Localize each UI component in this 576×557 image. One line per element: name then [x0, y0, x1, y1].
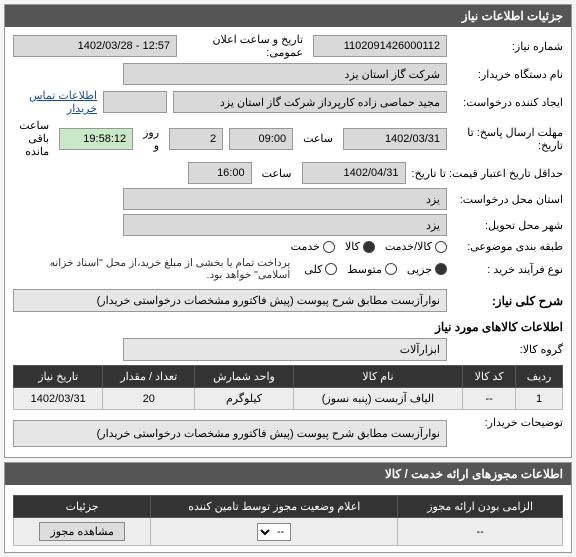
th-2: نام کالا: [293, 366, 462, 388]
label-announce: تاریخ و ساعت اعلان عمومی:: [183, 33, 307, 59]
link-contact[interactable]: اطلاعات تماس خریدار: [13, 89, 97, 115]
radio-group-process: جزیی متوسط کلی: [304, 263, 447, 276]
td-4: 20: [103, 388, 195, 410]
label-deliver-city: شهر محل تحویل:: [453, 219, 563, 232]
table-permits: الزامی بودن ارائه مجوز اعلام وضعیت مجوز …: [13, 495, 563, 546]
radio-group-category: کالا/خدمت کالا خدمت: [291, 240, 447, 253]
field-deliver-city: یزد: [123, 214, 447, 236]
th-0: ردیف: [516, 366, 563, 388]
btn-view-permit[interactable]: مشاهده مجوز: [39, 522, 124, 541]
field-req-city: یزد: [123, 188, 447, 210]
th-1: کد کالا: [463, 366, 516, 388]
radio-proc-1[interactable]: متوسط: [347, 263, 397, 276]
field-announce: 12:57 - 1402/03/28: [13, 35, 177, 57]
field-credit-time: 16:00: [188, 162, 252, 184]
panel-request-details: جزئیات اطلاعات نیاز شماره نیاز: 11020914…: [4, 4, 572, 458]
select-status[interactable]: --: [257, 523, 291, 541]
label-credit: حداقل تاریخ اعتبار قیمت: تا تاریخ:: [412, 167, 563, 180]
field-buyer: شرکت گاز استان یزد: [123, 63, 447, 85]
label-time-1: ساعت: [299, 132, 337, 145]
td-5: 1402/03/31: [14, 388, 103, 410]
pth-2: جزئیات: [14, 496, 151, 518]
field-days: 2: [169, 128, 223, 150]
note-payment: پرداخت تمام یا بخشی از مبلغ خرید،از محل …: [13, 257, 298, 281]
td-2: الیاف آزبست (پنبه نسوز): [293, 388, 462, 410]
field-req-no: 1102091426000112: [313, 35, 447, 57]
panel-header-1: جزئیات اطلاعات نیاز: [5, 5, 571, 27]
table-row[interactable]: 1 -- الیاف آزبست (پنبه نسوز) کیلوگرم 20 …: [14, 388, 563, 410]
field-creator: مجید حماصی زاده کارپرداز شرکت گاز استان …: [173, 91, 447, 113]
field-summary: نوارآزبست مطابق شرح پیوست (پیش فاکتورو م…: [13, 289, 447, 312]
td-1: --: [463, 388, 516, 410]
label-deadline: مهلت ارسال پاسخ: تا تاریخ:: [453, 126, 563, 152]
label-group: گروه کالا:: [453, 343, 563, 356]
panel-permits: اطلاعات مجوزهای ارائه خدمت / کالا الزامی…: [4, 462, 572, 553]
ptd-2: مشاهده مجوز: [14, 518, 151, 546]
radio-proc-2[interactable]: کلی: [304, 263, 337, 276]
label-desc: توضیحات خریدار:: [453, 416, 563, 429]
label-category: طبقه بندی موضوعی:: [453, 240, 563, 253]
field-remain: 19:58:12: [59, 128, 133, 150]
radio-cat-0[interactable]: کالا/خدمت: [385, 240, 447, 253]
label-remain: ساعت باقی مانده: [13, 119, 53, 158]
label-summary: شرح کلی نیاز:: [453, 290, 563, 312]
pth-1: اعلام وضعیت مجوز توسط تامین کننده: [151, 496, 398, 518]
td-0: 1: [516, 388, 563, 410]
field-deadline-time: 09:00: [229, 128, 293, 150]
field-credit-date: 1402/04/31: [302, 162, 406, 184]
label-req-no: شماره نیاز:: [453, 40, 563, 53]
label-req-city: استان محل درخواست:: [453, 193, 563, 206]
th-5: تاریخ نیاز: [14, 366, 103, 388]
label-buyer: نام دستگاه خریدار:: [453, 68, 563, 81]
ptd-0: --: [398, 518, 563, 546]
field-group: ابزارآلات: [123, 338, 447, 361]
th-4: تعداد / مقدار: [103, 366, 195, 388]
table-row: -- -- مشاهده مجوز: [14, 518, 563, 546]
table-goods: ردیف کد کالا نام کالا واحد شمارش تعداد /…: [13, 365, 563, 410]
section-title-goods: اطلاعات کالاهای مورد نیاز: [13, 316, 563, 338]
panel-header-3: اطلاعات مجوزهای ارائه خدمت / کالا: [5, 463, 571, 485]
radio-cat-1[interactable]: کالا: [345, 240, 375, 253]
th-3: واحد شمارش: [195, 366, 294, 388]
field-deadline-date: 1402/03/31: [343, 128, 447, 150]
label-days: روز و: [139, 126, 163, 152]
td-3: کیلوگرم: [195, 388, 294, 410]
radio-cat-2[interactable]: خدمت: [291, 240, 335, 253]
field-blank: [103, 91, 167, 113]
label-process: نوع فرآیند خرید :: [453, 263, 563, 276]
pth-0: الزامی بودن ارائه مجوز: [398, 496, 563, 518]
radio-proc-0[interactable]: جزیی: [407, 263, 447, 276]
label-creator: ایجاد کننده درخواست:: [453, 96, 563, 109]
label-time-2: ساعت: [258, 167, 296, 180]
ptd-1: --: [151, 518, 398, 546]
field-desc: نوارآزبست مطابق شرح پیوست (پیش فاکتورو م…: [13, 420, 447, 447]
